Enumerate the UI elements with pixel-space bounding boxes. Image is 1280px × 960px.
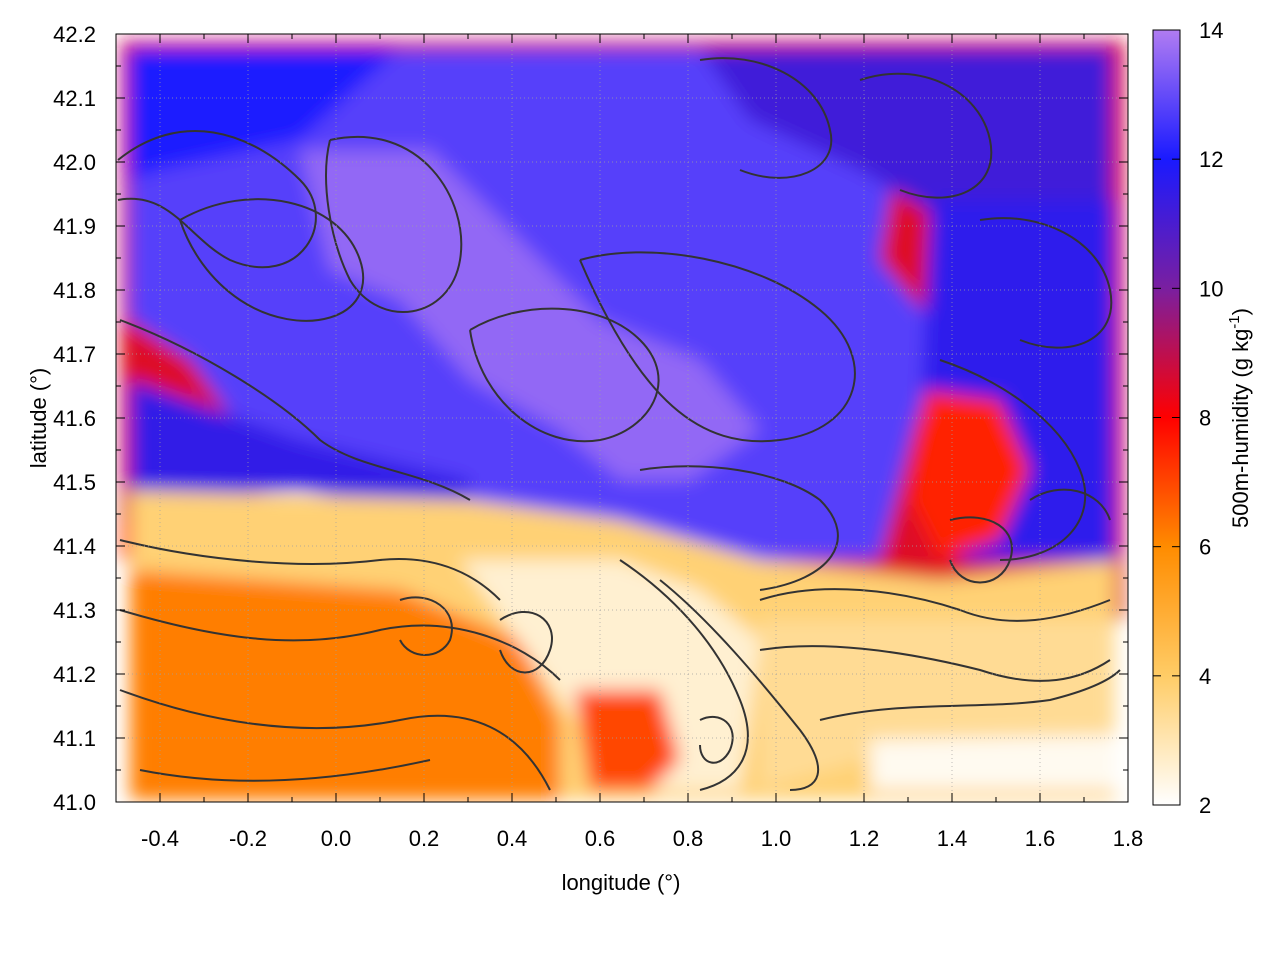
colorbar-tick-label: 10 [1199, 276, 1223, 301]
x-tick-label: 0.8 [673, 826, 704, 851]
y-tick-label: 42.2 [53, 22, 96, 47]
heatmap-region-west-moist-band [130, 380, 470, 520]
x-tick-label: 1.6 [1025, 826, 1056, 851]
heatmap-region-central-core [300, 150, 760, 480]
heatmap-region-south-east-dry [760, 620, 1115, 790]
contour-line [859, 72, 993, 199]
grid-layer [116, 34, 1128, 802]
contour-line [325, 135, 463, 314]
heatmap-region-far-south-east [870, 735, 1115, 790]
y-tick-label: 41.6 [53, 406, 96, 431]
y-tick-label: 41.4 [53, 534, 96, 559]
contour-line [119, 539, 501, 601]
y-tick-label: 41.9 [53, 214, 96, 239]
colorbar-tick-label: 2 [1199, 793, 1211, 818]
y-tick-label: 41.3 [53, 598, 96, 623]
x-tick-label: 0.4 [497, 826, 528, 851]
contour-line [659, 579, 819, 791]
y-tick-label: 41.5 [53, 470, 96, 495]
x-tick-label: 0.6 [585, 826, 616, 851]
colorbar-tick-label: 8 [1199, 406, 1211, 431]
contour-line [639, 465, 839, 591]
y-axis-label: latitude (°) [26, 368, 51, 469]
x-axis: -0.4 -0.2 0.0 0.2 0.4 0.6 0.8 1.0 1.2 1.4 1.6 1.8 [141, 34, 1143, 851]
y-tick-label: 42.1 [53, 86, 96, 111]
x-tick-label: -0.2 [229, 826, 267, 851]
x-tick-label: 0.2 [409, 826, 440, 851]
contour-line [469, 307, 660, 443]
heatmap-region-east-dry-tongue [910, 390, 1030, 560]
contour-line [699, 57, 833, 179]
contour-line [399, 596, 453, 656]
contour-line [119, 319, 471, 501]
x-tick-label: 1.2 [849, 826, 880, 851]
contour-line [117, 130, 317, 269]
contour-line [119, 609, 561, 681]
heatmap-region-northwest-edge [128, 48, 400, 180]
x-tick-label: 1.8 [1113, 826, 1144, 851]
x-axis-label: longitude (°) [562, 870, 681, 895]
contour-line [759, 645, 1111, 682]
colorbar: 2 4 6 8 10 12 14 500m-humidity (g kg-1) [1152, 18, 1253, 818]
y-tick-label: 41.1 [53, 726, 96, 751]
contour-line [939, 359, 1087, 561]
y-axis: 41.0 41.1 41.2 41.3 41.4 41.5 41.6 41.7 41.8 41.9… [53, 22, 1128, 815]
contour-line [699, 715, 734, 764]
x-tick-label: 1.0 [761, 826, 792, 851]
heatmap-region-south-center-dry [460, 560, 760, 790]
contour-line [119, 689, 551, 791]
contour-line [819, 669, 1121, 721]
colorbar-label: 500m-humidity (g kg-1) [1226, 308, 1253, 528]
contour-line [179, 198, 364, 322]
heatmap-layer [116, 34, 1128, 802]
colorbar-tick-label: 6 [1199, 535, 1211, 560]
x-tick-label: 1.4 [937, 826, 968, 851]
x-tick-label: -0.4 [141, 826, 179, 851]
y-tick-label: 41.0 [53, 790, 96, 815]
y-tick-label: 41.8 [53, 278, 96, 303]
y-tick-label: 42.0 [53, 150, 96, 175]
contour-line [979, 217, 1113, 349]
contour-line [949, 516, 1013, 584]
x-tick-label: 0.0 [321, 826, 352, 851]
heatmap-region-northeast [700, 48, 1112, 230]
contour-line [619, 559, 749, 791]
contour-line [499, 610, 553, 674]
colorbar-tick-label: 14 [1199, 18, 1223, 43]
contour-line [139, 759, 431, 782]
contour-layer [117, 57, 1121, 791]
contour-line [759, 588, 1111, 622]
colorbar-tick-label: 12 [1199, 147, 1223, 172]
y-tick-label: 41.7 [53, 342, 96, 367]
heatmap-region-south-center-pocket [575, 690, 680, 790]
colorbar-tick-label: 4 [1199, 664, 1211, 689]
contour-line [579, 251, 856, 443]
y-tick-label: 41.2 [53, 662, 96, 687]
colorbar-ticks: 2 4 6 8 10 12 14 [1153, 18, 1223, 818]
